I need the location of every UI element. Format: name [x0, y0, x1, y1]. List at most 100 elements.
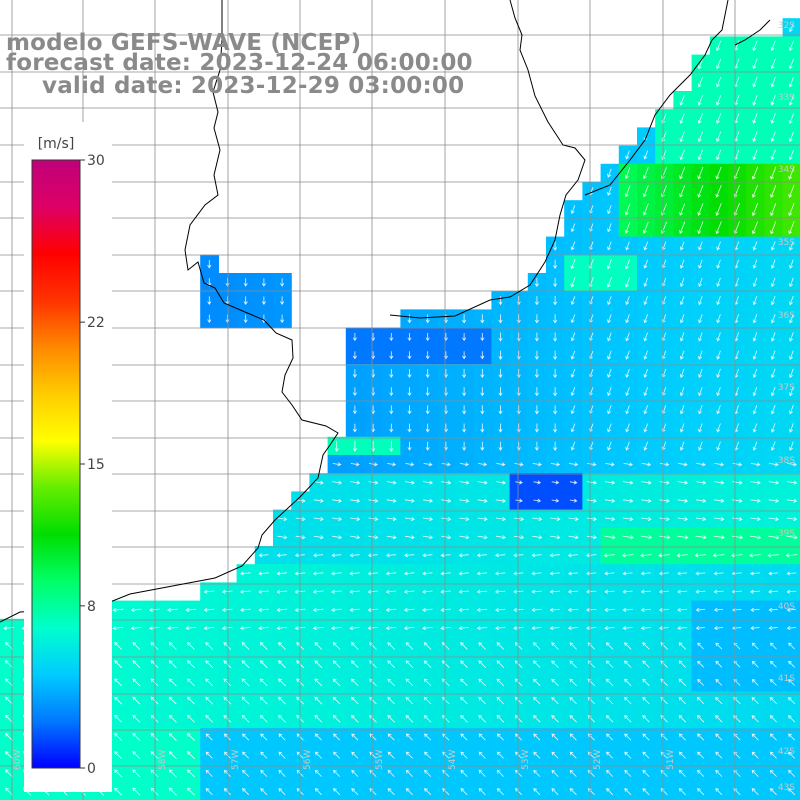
wind-arrow: [333, 733, 341, 741]
latitude-label: 40S: [778, 602, 795, 612]
wind-arrow: [716, 295, 721, 306]
wind-arrow: [679, 203, 686, 216]
wind-arrow: [534, 332, 539, 342]
wind-arrow: [314, 769, 322, 777]
wind-arrow: [786, 516, 798, 522]
wind-arrow: [586, 607, 597, 612]
wind-arrow: [460, 769, 468, 777]
latitude-label: 35S: [778, 238, 795, 248]
wind-arrow: [332, 498, 343, 503]
wind-arrow: [405, 714, 414, 723]
latitude-label: 37S: [778, 383, 795, 393]
speed-cell: [163, 782, 183, 800]
wind-arrow: [607, 186, 612, 196]
wind-arrow: [570, 258, 576, 270]
wind-arrow: [277, 516, 288, 522]
wind-arrow: [731, 589, 742, 594]
wind-arrow: [678, 678, 687, 687]
wind-arrow: [789, 350, 794, 360]
wind-arrow: [260, 788, 268, 796]
wind-arrow: [553, 441, 558, 451]
wind-arrow: [788, 660, 795, 668]
wind-arrow: [731, 571, 742, 576]
wind-arrow: [496, 788, 504, 796]
wind-arrow: [313, 516, 324, 522]
wind-arrow: [462, 441, 467, 451]
wind-arrow: [712, 553, 725, 558]
wind-arrow: [223, 678, 232, 687]
wind-arrow: [788, 95, 794, 106]
wind-arrow: [587, 462, 597, 467]
wind-arrow: [697, 166, 704, 180]
wind-arrow: [643, 296, 648, 306]
wind-arrow: [221, 589, 233, 594]
wind-arrow: [679, 423, 685, 433]
wind-arrow: [476, 589, 488, 594]
wind-arrow: [352, 405, 357, 415]
wind-arrow: [625, 368, 630, 378]
wind-arrow: [405, 733, 413, 741]
longitude-label: 51W: [666, 750, 676, 770]
wind-arrow: [551, 696, 559, 705]
speed-cell: [291, 782, 310, 800]
wind-arrow: [770, 131, 776, 143]
wind-arrow: [332, 642, 341, 650]
wind-arrow: [424, 769, 432, 777]
wind-arrow: [553, 387, 558, 397]
wind-arrow: [642, 185, 649, 198]
wind-arrow: [515, 498, 523, 503]
wind-arrow: [624, 203, 631, 216]
wind-arrow: [386, 535, 397, 540]
wind-arrow: [586, 480, 597, 485]
wind-arrow: [4, 678, 13, 687]
speed-cell: [564, 782, 583, 800]
wind-arrow: [570, 314, 576, 324]
wind-arrow: [603, 553, 616, 558]
wind-arrow: [625, 423, 630, 433]
wind-arrow: [716, 368, 721, 379]
speed-cell: [782, 709, 800, 729]
wind-arrow: [716, 113, 722, 124]
wind-arrow: [331, 571, 342, 576]
wind-arrow: [460, 788, 468, 796]
wind-arrow: [768, 498, 780, 503]
wind-arrow: [241, 660, 250, 669]
wind-arrow: [551, 480, 560, 485]
speed-cell: [236, 782, 256, 800]
wind-arrow: [407, 387, 412, 397]
wind-arrow: [642, 696, 650, 705]
wind-arrow: [387, 733, 395, 741]
wind-arrow: [789, 332, 794, 342]
wind-arrow: [405, 678, 414, 687]
wind-arrow: [698, 277, 703, 288]
wind-arrow: [221, 626, 233, 631]
wind-arrow: [498, 387, 503, 397]
wind-arrow: [389, 333, 394, 342]
colorbar-tick-label: 8: [87, 599, 96, 615]
wind-arrow: [642, 733, 650, 741]
wind-arrow: [425, 423, 430, 433]
wind-arrow: [751, 788, 759, 796]
wind-arrow: [679, 441, 685, 451]
wind-arrow: [405, 751, 413, 759]
wind-arrow: [695, 535, 707, 540]
wind-arrow: [752, 332, 758, 342]
wind-arrow: [752, 95, 758, 106]
wind-arrow: [243, 314, 248, 324]
wind-arrow: [678, 715, 687, 723]
wind-arrow: [642, 642, 650, 650]
wind-arrow: [278, 642, 286, 650]
colorbar-tick-label: 15: [87, 457, 105, 473]
latitude-label: 34S: [778, 165, 795, 175]
wind-arrow: [769, 642, 777, 650]
wind-arrow: [751, 166, 759, 180]
wind-arrow: [624, 678, 632, 687]
wind-arrow: [407, 423, 412, 433]
wind-arrow: [332, 696, 341, 705]
wind-arrow: [368, 480, 379, 485]
wind-arrow: [641, 498, 652, 503]
wind-arrow: [553, 368, 558, 379]
wind-arrow: [534, 277, 539, 288]
speed-cell: [782, 691, 800, 711]
wind-arrow: [205, 678, 214, 687]
